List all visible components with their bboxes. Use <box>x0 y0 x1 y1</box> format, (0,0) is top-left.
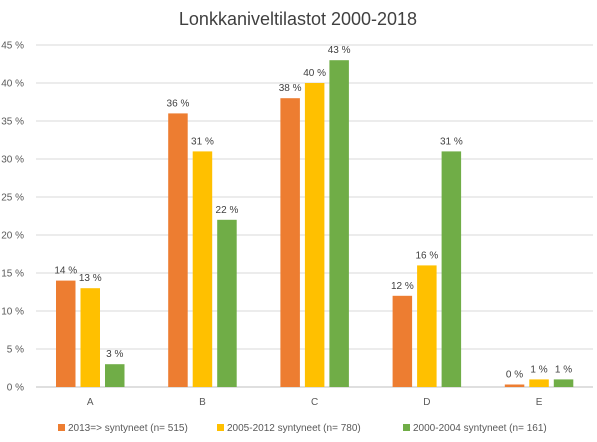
y-tick-label: 30 % <box>1 155 24 166</box>
y-tick-label: 40 % <box>1 79 24 90</box>
data-label: 0 % <box>506 370 523 381</box>
bars <box>56 60 574 388</box>
bar-d-series-2 <box>417 265 437 387</box>
y-tick-label: 35 % <box>1 117 24 128</box>
bar-a-series-2 <box>80 288 100 387</box>
data-label: 14 % <box>54 266 77 277</box>
data-label: 13 % <box>79 273 102 284</box>
data-label: 22 % <box>216 205 239 216</box>
data-label: 40 % <box>303 68 326 79</box>
data-label: 1 % <box>555 364 572 375</box>
legend-swatch <box>58 424 65 431</box>
data-label: 36 % <box>167 98 190 109</box>
bar-e-series-3 <box>553 379 574 387</box>
bar-e-series-2 <box>529 379 549 387</box>
chart-title: Lonkkaniveltilastot 2000-2018 <box>179 9 417 29</box>
bar-b-series-3 <box>217 219 237 387</box>
legend-label: 2013=> syntyneet (n= 515) <box>68 423 188 434</box>
data-label: 16 % <box>415 250 438 261</box>
bar-c-series-2 <box>304 83 325 387</box>
bar-b-series-2 <box>192 151 213 387</box>
y-tick-label: 15 % <box>1 269 24 280</box>
data-label: 1 % <box>530 364 547 375</box>
legend-swatch <box>403 424 410 431</box>
legend: 2013=> syntyneet (n= 515) 2005-2012 synty… <box>58 423 547 434</box>
legend-swatch <box>217 424 224 431</box>
y-tick-label: 45 % <box>1 41 24 52</box>
bar-c-series-3 <box>329 60 349 387</box>
data-label: 3 % <box>106 349 123 360</box>
y-tick-label: 0 % <box>7 383 24 394</box>
y-tick-label: 10 % <box>1 307 24 318</box>
y-tick-label: 20 % <box>1 231 24 242</box>
bar-a-series-3 <box>105 364 125 387</box>
data-label: 31 % <box>191 136 214 147</box>
data-label: 38 % <box>279 83 302 94</box>
x-tick-label: A <box>87 397 94 408</box>
bar-b-series-1 <box>168 113 188 388</box>
data-label: 43 % <box>328 45 351 56</box>
data-label: 12 % <box>391 281 414 292</box>
x-axis-ticks: A B C D E <box>87 397 543 408</box>
legend-label: 2000-2004 syntyneet (n= 161) <box>413 423 547 434</box>
data-labels: 14 %13 % 3 % 36 % 31 % 22 % 38 %40 % 43 % 12 % 1… <box>54 45 572 380</box>
bar-d-series-3 <box>441 151 462 387</box>
x-tick-label: C <box>311 397 318 408</box>
bar-d-series-1 <box>392 295 413 387</box>
y-tick-label: 25 % <box>1 193 24 204</box>
x-tick-label: E <box>536 397 543 408</box>
x-tick-label: B <box>199 397 206 408</box>
x-tick-label: D <box>423 397 430 408</box>
y-axis-ticks: 0 % 5 % 10 % 15 % 20 % 25 % 30 % 35 % 40 % 45 % <box>1 41 24 394</box>
y-tick-label: 5 % <box>7 345 24 356</box>
data-label: 31 % <box>440 136 463 147</box>
legend-label: 2005-2012 syntyneet (n= 780) <box>227 423 361 434</box>
bar-e-series-1 <box>504 384 525 387</box>
bar-c-series-1 <box>280 98 300 387</box>
bar-a-series-1 <box>56 280 76 387</box>
